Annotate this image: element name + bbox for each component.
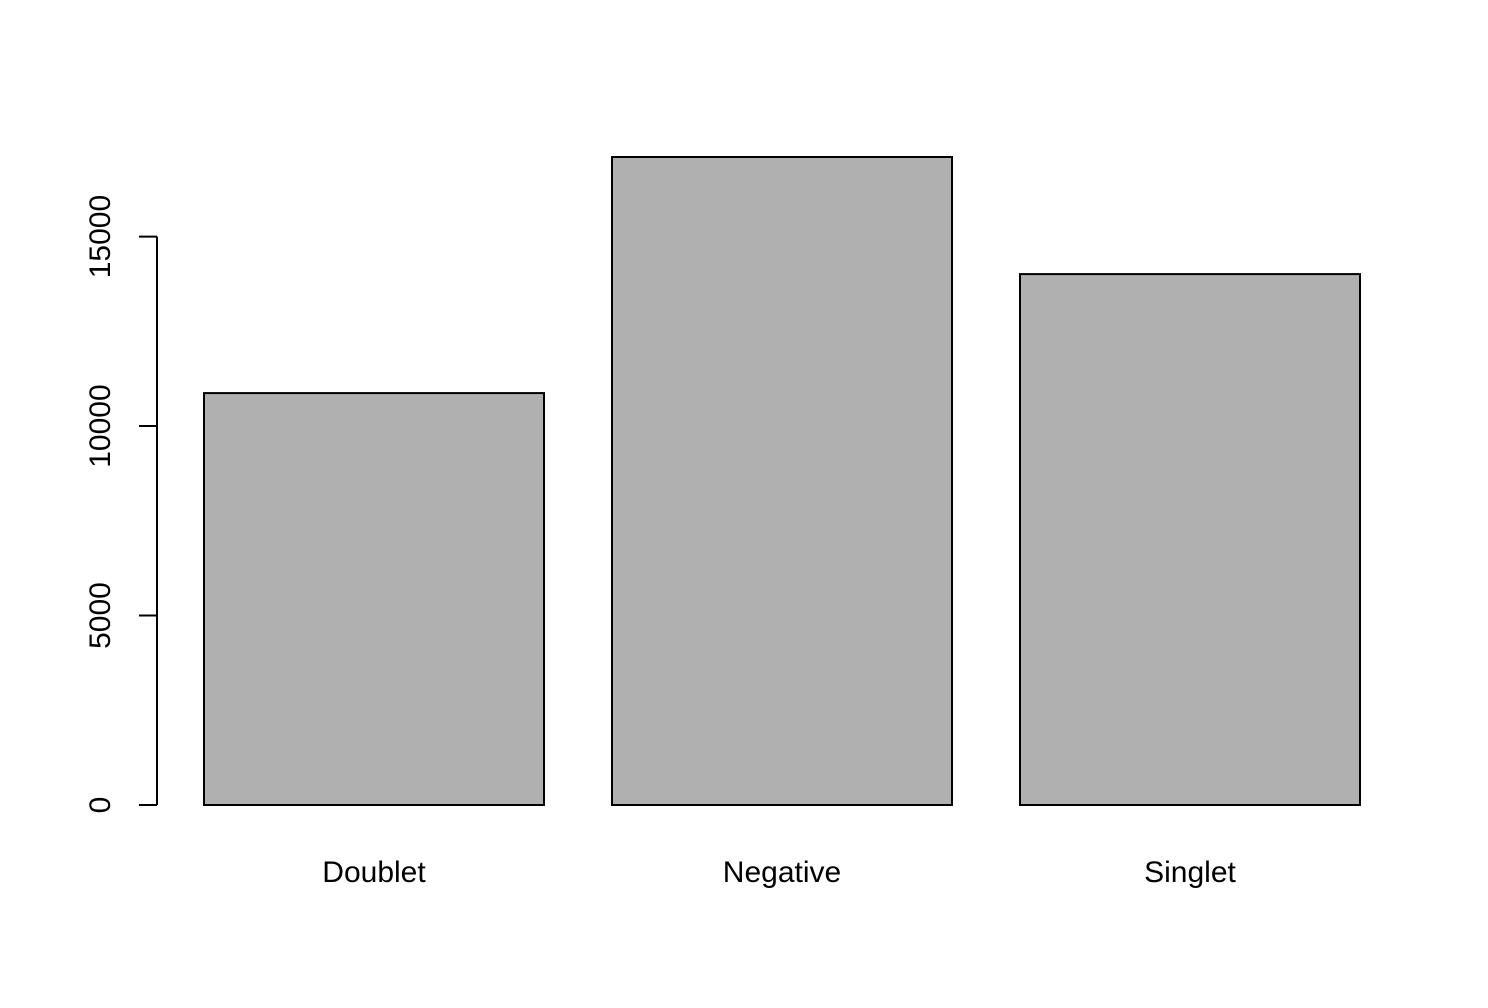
category-label-singlet: Singlet (1144, 856, 1236, 889)
x-axis-labels: Doublet Negative Singlet (322, 856, 1236, 889)
y-tick-label-15000: 15000 (84, 195, 117, 278)
category-label-doublet: Doublet (322, 856, 426, 889)
category-label-negative: Negative (723, 856, 841, 889)
y-axis: 0 5000 10000 15000 (84, 195, 158, 814)
bars-group (203, 156, 1361, 806)
y-tick-label-0: 0 (84, 797, 117, 814)
bar-negative (611, 156, 953, 806)
bar-doublet (203, 392, 545, 806)
y-tick-label-10000: 10000 (84, 384, 117, 467)
bar-singlet (1019, 273, 1361, 806)
y-tick-label-5000: 5000 (84, 582, 117, 649)
